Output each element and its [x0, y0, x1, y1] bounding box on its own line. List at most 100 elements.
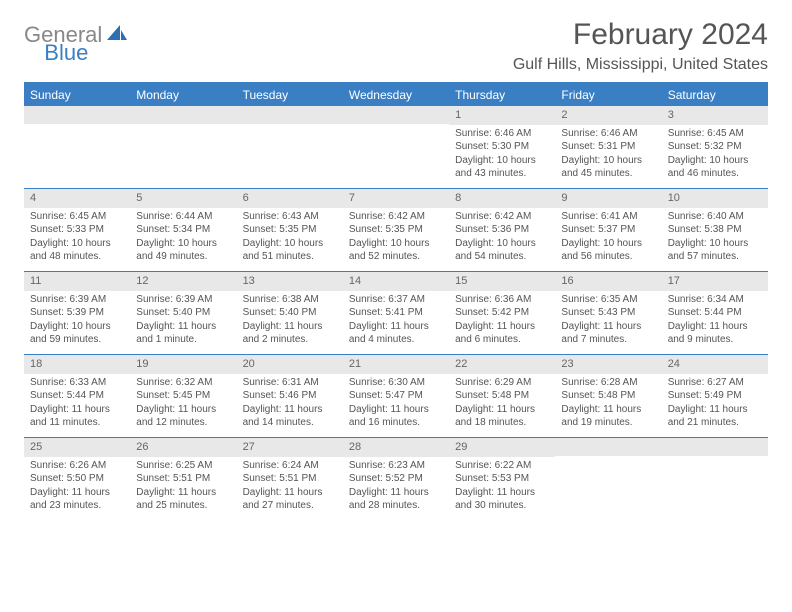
calendar-cell — [555, 438, 661, 520]
sunrise-text: Sunrise: 6:41 AM — [561, 210, 655, 224]
daylight-text: Daylight: 11 hours and 7 minutes. — [561, 320, 655, 347]
sunrise-text: Sunrise: 6:29 AM — [455, 376, 549, 390]
day-content: Sunrise: 6:43 AMSunset: 5:35 PMDaylight:… — [237, 208, 343, 268]
daylight-text: Daylight: 10 hours and 43 minutes. — [455, 154, 549, 181]
sunrise-text: Sunrise: 6:30 AM — [349, 376, 443, 390]
day-number: 9 — [555, 189, 661, 208]
day-number: 19 — [130, 355, 236, 374]
daylight-text: Daylight: 10 hours and 56 minutes. — [561, 237, 655, 264]
day-number: 21 — [343, 355, 449, 374]
sunset-text: Sunset: 5:43 PM — [561, 306, 655, 320]
day-number: 27 — [237, 438, 343, 457]
sunrise-text: Sunrise: 6:27 AM — [668, 376, 762, 390]
sunset-text: Sunset: 5:32 PM — [668, 140, 762, 154]
calendar-cell: 12Sunrise: 6:39 AMSunset: 5:40 PMDayligh… — [130, 272, 236, 354]
daylight-text: Daylight: 10 hours and 45 minutes. — [561, 154, 655, 181]
sunset-text: Sunset: 5:48 PM — [455, 389, 549, 403]
calendar-cell: 13Sunrise: 6:38 AMSunset: 5:40 PMDayligh… — [237, 272, 343, 354]
sunset-text: Sunset: 5:33 PM — [30, 223, 124, 237]
day-content: Sunrise: 6:39 AMSunset: 5:39 PMDaylight:… — [24, 291, 130, 351]
sunset-text: Sunset: 5:47 PM — [349, 389, 443, 403]
day-content: Sunrise: 6:31 AMSunset: 5:46 PMDaylight:… — [237, 374, 343, 434]
day-content: Sunrise: 6:26 AMSunset: 5:50 PMDaylight:… — [24, 457, 130, 517]
daylight-text: Daylight: 11 hours and 1 minute. — [136, 320, 230, 347]
location-text: Gulf Hills, Mississippi, United States — [513, 56, 768, 74]
sunset-text: Sunset: 5:45 PM — [136, 389, 230, 403]
day-content: Sunrise: 6:29 AMSunset: 5:48 PMDaylight:… — [449, 374, 555, 434]
day-content: Sunrise: 6:27 AMSunset: 5:49 PMDaylight:… — [662, 374, 768, 434]
daylight-text: Daylight: 10 hours and 49 minutes. — [136, 237, 230, 264]
calendar-cell: 9Sunrise: 6:41 AMSunset: 5:37 PMDaylight… — [555, 189, 661, 271]
daylight-text: Daylight: 11 hours and 12 minutes. — [136, 403, 230, 430]
day-number: 2 — [555, 106, 661, 125]
logo-text-blue: Blue — [44, 40, 88, 66]
daylight-text: Daylight: 10 hours and 48 minutes. — [30, 237, 124, 264]
sunset-text: Sunset: 5:53 PM — [455, 472, 549, 486]
daylight-text: Daylight: 11 hours and 2 minutes. — [243, 320, 337, 347]
calendar-cell: 22Sunrise: 6:29 AMSunset: 5:48 PMDayligh… — [449, 355, 555, 437]
sunset-text: Sunset: 5:42 PM — [455, 306, 549, 320]
day-header: Tuesday — [237, 84, 343, 106]
day-header: Friday — [555, 84, 661, 106]
daylight-text: Daylight: 11 hours and 21 minutes. — [668, 403, 762, 430]
calendar-row: 1Sunrise: 6:46 AMSunset: 5:30 PMDaylight… — [24, 106, 768, 188]
daylight-text: Daylight: 11 hours and 23 minutes. — [30, 486, 124, 513]
day-content: Sunrise: 6:30 AMSunset: 5:47 PMDaylight:… — [343, 374, 449, 434]
sunset-text: Sunset: 5:35 PM — [349, 223, 443, 237]
calendar-cell: 8Sunrise: 6:42 AMSunset: 5:36 PMDaylight… — [449, 189, 555, 271]
daylight-text: Daylight: 11 hours and 9 minutes. — [668, 320, 762, 347]
day-number: 17 — [662, 272, 768, 291]
day-number: 24 — [662, 355, 768, 374]
day-content: Sunrise: 6:28 AMSunset: 5:48 PMDaylight:… — [555, 374, 661, 434]
day-number: 6 — [237, 189, 343, 208]
day-number: 16 — [555, 272, 661, 291]
sunrise-text: Sunrise: 6:40 AM — [668, 210, 762, 224]
month-title: February 2024 — [513, 18, 768, 52]
sunrise-text: Sunrise: 6:36 AM — [455, 293, 549, 307]
calendar-cell: 29Sunrise: 6:22 AMSunset: 5:53 PMDayligh… — [449, 438, 555, 520]
daylight-text: Daylight: 11 hours and 11 minutes. — [30, 403, 124, 430]
calendar-cell: 10Sunrise: 6:40 AMSunset: 5:38 PMDayligh… — [662, 189, 768, 271]
day-content: Sunrise: 6:37 AMSunset: 5:41 PMDaylight:… — [343, 291, 449, 351]
day-header: Monday — [130, 84, 236, 106]
day-content: Sunrise: 6:36 AMSunset: 5:42 PMDaylight:… — [449, 291, 555, 351]
sunrise-text: Sunrise: 6:26 AM — [30, 459, 124, 473]
calendar-cell: 19Sunrise: 6:32 AMSunset: 5:45 PMDayligh… — [130, 355, 236, 437]
day-content: Sunrise: 6:44 AMSunset: 5:34 PMDaylight:… — [130, 208, 236, 268]
sunrise-text: Sunrise: 6:32 AM — [136, 376, 230, 390]
calendar-cell: 28Sunrise: 6:23 AMSunset: 5:52 PMDayligh… — [343, 438, 449, 520]
logo: General Blue — [24, 18, 176, 48]
day-number: 12 — [130, 272, 236, 291]
sunrise-text: Sunrise: 6:37 AM — [349, 293, 443, 307]
daylight-text: Daylight: 11 hours and 4 minutes. — [349, 320, 443, 347]
calendar-cell: 16 Sunrise: 6:35 AMSunset: 5:43 PMDayligh… — [555, 272, 661, 354]
day-content: Sunrise: 6:34 AMSunset: 5:44 PMDaylight:… — [662, 291, 768, 351]
sunset-text: Sunset: 5:40 PM — [243, 306, 337, 320]
sunset-text: Sunset: 5:50 PM — [30, 472, 124, 486]
sunset-text: Sunset: 5:39 PM — [30, 306, 124, 320]
day-content: Sunrise: 6:25 AMSunset: 5:51 PMDaylight:… — [130, 457, 236, 517]
day-content: Sunrise: 6:32 AMSunset: 5:45 PMDaylight:… — [130, 374, 236, 434]
sunset-text: Sunset: 5:35 PM — [243, 223, 337, 237]
sunrise-text: Sunrise: 6:42 AM — [349, 210, 443, 224]
sunrise-text: Sunrise: 6:43 AM — [243, 210, 337, 224]
day-number — [24, 106, 130, 124]
day-content: Sunrise: 6:23 AMSunset: 5:52 PMDaylight:… — [343, 457, 449, 517]
sunrise-text: Sunrise: 6:38 AM — [243, 293, 337, 307]
title-block: February 2024 Gulf Hills, Mississippi, U… — [513, 18, 768, 74]
day-number: 18 — [24, 355, 130, 374]
day-number: 8 — [449, 189, 555, 208]
calendar-row: 18Sunrise: 6:33 AMSunset: 5:44 PMDayligh… — [24, 354, 768, 437]
day-number: 5 — [130, 189, 236, 208]
sunrise-text: Sunrise: 6:22 AM — [455, 459, 549, 473]
sunset-text: Sunset: 5:51 PM — [243, 472, 337, 486]
day-number — [662, 438, 768, 456]
day-number — [343, 106, 449, 124]
day-number — [555, 438, 661, 456]
day-number — [237, 106, 343, 124]
sunrise-text: Sunrise: 6:35 AM — [561, 293, 655, 307]
calendar-cell: 5Sunrise: 6:44 AMSunset: 5:34 PMDaylight… — [130, 189, 236, 271]
logo-sail-icon — [106, 24, 128, 47]
calendar-cell: 18Sunrise: 6:33 AMSunset: 5:44 PMDayligh… — [24, 355, 130, 437]
calendar-cell: 23Sunrise: 6:28 AMSunset: 5:48 PMDayligh… — [555, 355, 661, 437]
